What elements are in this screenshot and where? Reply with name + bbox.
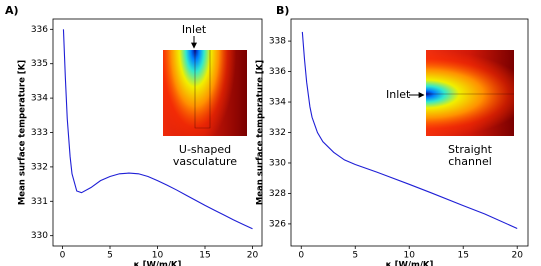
x-tick-label: 20 (511, 251, 523, 261)
inset-caption: U-shaped (179, 143, 231, 156)
y-tick-label: 333 (31, 128, 48, 138)
y-tick-label: 334 (31, 94, 48, 104)
y-tick-label: 334 (269, 98, 286, 108)
inset-caption: channel (448, 155, 492, 168)
y-axis-label: Mean surface temperature [K] (256, 60, 266, 205)
inset-annotation: Inlet (182, 23, 207, 36)
inset-b: Inlet Straight channel (386, 50, 514, 168)
plot-frame (52, 18, 263, 247)
data-line (62, 29, 253, 230)
y-tick-label: 335 (31, 59, 48, 69)
plot-frame (290, 18, 529, 247)
x-tick-label: 10 (404, 251, 416, 261)
x-tick-label: 0 (298, 251, 304, 261)
panel-label: A) (5, 4, 19, 17)
y-tick-label: 331 (31, 197, 48, 207)
y-tick-label: 326 (269, 219, 286, 229)
x-axis-label: κ [W/m/K] (386, 261, 434, 266)
inset-caption: vasculature (173, 155, 237, 168)
inset-a: Inlet U-shaped vasculature (163, 23, 247, 168)
x-tick-label: 5 (352, 251, 358, 261)
data-line (301, 31, 518, 229)
y-tick-label: 328 (269, 189, 286, 199)
x-tick-label: 20 (247, 251, 259, 261)
x-tick-label: 15 (457, 251, 468, 261)
x-axis-label: κ [W/m/K] (134, 261, 182, 266)
y-tick-label: 330 (269, 158, 286, 168)
y-tick-label: 336 (269, 67, 286, 77)
inset-annotation: Inlet (386, 88, 411, 101)
panel-label: B) (276, 4, 289, 17)
x-tick-label: 0 (60, 251, 66, 261)
y-axis-label: Mean surface temperature [K] (18, 60, 28, 205)
x-tick-label: 10 (152, 251, 164, 261)
y-tick-label: 332 (269, 128, 286, 138)
y-tick-label: 338 (269, 37, 286, 47)
y-tick-label: 336 (31, 25, 48, 35)
y-tick-label: 332 (31, 162, 48, 172)
x-tick-label: 5 (107, 251, 113, 261)
y-tick-label: 330 (31, 231, 48, 241)
x-tick-label: 15 (199, 251, 210, 261)
inset-caption: Straight (448, 143, 493, 156)
